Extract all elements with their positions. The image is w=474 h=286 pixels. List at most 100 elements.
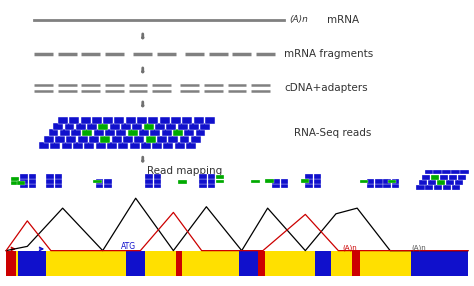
Bar (20, 174, 28, 179)
Bar (55, 184, 62, 188)
Bar (455, 180, 463, 185)
Bar (145, 184, 153, 188)
Bar (150, 130, 160, 136)
Bar (239, 251, 258, 276)
Bar (46, 179, 54, 184)
Bar (180, 136, 190, 143)
Bar (171, 117, 181, 124)
Bar (39, 142, 49, 149)
Bar (6, 251, 468, 276)
Bar (178, 123, 188, 130)
Bar (431, 175, 439, 180)
Bar (118, 142, 128, 149)
Bar (205, 117, 215, 124)
Bar (64, 123, 74, 130)
Bar (451, 170, 460, 174)
Bar (92, 117, 102, 124)
Bar (434, 170, 442, 174)
Bar (99, 123, 109, 130)
Bar (154, 184, 161, 188)
Bar (366, 184, 374, 188)
Bar (66, 136, 76, 143)
Bar (388, 180, 396, 183)
Bar (53, 123, 63, 130)
Bar (383, 184, 391, 188)
Bar (146, 136, 155, 143)
Bar (439, 175, 448, 180)
Bar (145, 179, 153, 184)
Bar (117, 130, 126, 136)
Bar (89, 136, 99, 143)
Text: mRNA fragments: mRNA fragments (284, 49, 374, 59)
Bar (132, 123, 142, 130)
Bar (55, 136, 65, 143)
Bar (96, 184, 103, 188)
Text: mRNA: mRNA (327, 15, 359, 25)
Bar (452, 185, 460, 190)
Bar (191, 136, 201, 143)
Bar (20, 184, 28, 188)
Bar (29, 174, 36, 179)
Bar (96, 142, 106, 149)
Bar (265, 179, 274, 183)
Bar (104, 179, 112, 184)
Bar (17, 181, 26, 185)
Bar (29, 179, 36, 184)
Bar (145, 174, 153, 179)
Bar (62, 142, 72, 149)
Text: RNA-Seq reads: RNA-Seq reads (293, 128, 371, 138)
Bar (434, 185, 442, 190)
Bar (314, 174, 321, 179)
Bar (186, 142, 196, 149)
Bar (199, 179, 207, 184)
Bar (152, 142, 162, 149)
Bar (200, 123, 210, 130)
Bar (375, 179, 383, 184)
Bar (69, 117, 79, 124)
Bar (11, 177, 19, 181)
Bar (104, 184, 112, 188)
Bar (176, 251, 182, 276)
Bar (105, 130, 115, 136)
Bar (375, 184, 383, 188)
Bar (182, 117, 192, 124)
Bar (419, 180, 428, 185)
Bar (392, 179, 399, 184)
Bar (353, 251, 360, 276)
Bar (154, 179, 161, 184)
Bar (58, 117, 68, 124)
Bar (76, 123, 86, 130)
Bar (93, 180, 102, 183)
Bar (422, 175, 430, 180)
Bar (443, 185, 451, 190)
Bar (442, 170, 451, 174)
Bar (281, 184, 288, 188)
Bar (383, 179, 391, 184)
Bar (189, 123, 199, 130)
Bar (162, 130, 172, 136)
Bar (437, 180, 445, 185)
Bar (305, 179, 313, 184)
Bar (144, 123, 154, 130)
Bar (305, 174, 313, 179)
Bar (44, 136, 54, 143)
Bar (366, 179, 374, 184)
Bar (273, 184, 280, 188)
Bar (194, 117, 204, 124)
Bar (100, 136, 110, 143)
Bar (60, 130, 70, 136)
Bar (208, 184, 215, 188)
Bar (411, 251, 468, 276)
Bar (199, 174, 207, 179)
Bar (315, 251, 331, 276)
Bar (123, 136, 133, 143)
Bar (301, 179, 309, 183)
Bar (137, 117, 147, 124)
Bar (175, 142, 185, 149)
Bar (55, 174, 62, 179)
Bar (184, 130, 194, 136)
Bar (425, 170, 433, 174)
Bar (11, 181, 19, 185)
Bar (6, 251, 16, 276)
Bar (314, 179, 321, 184)
